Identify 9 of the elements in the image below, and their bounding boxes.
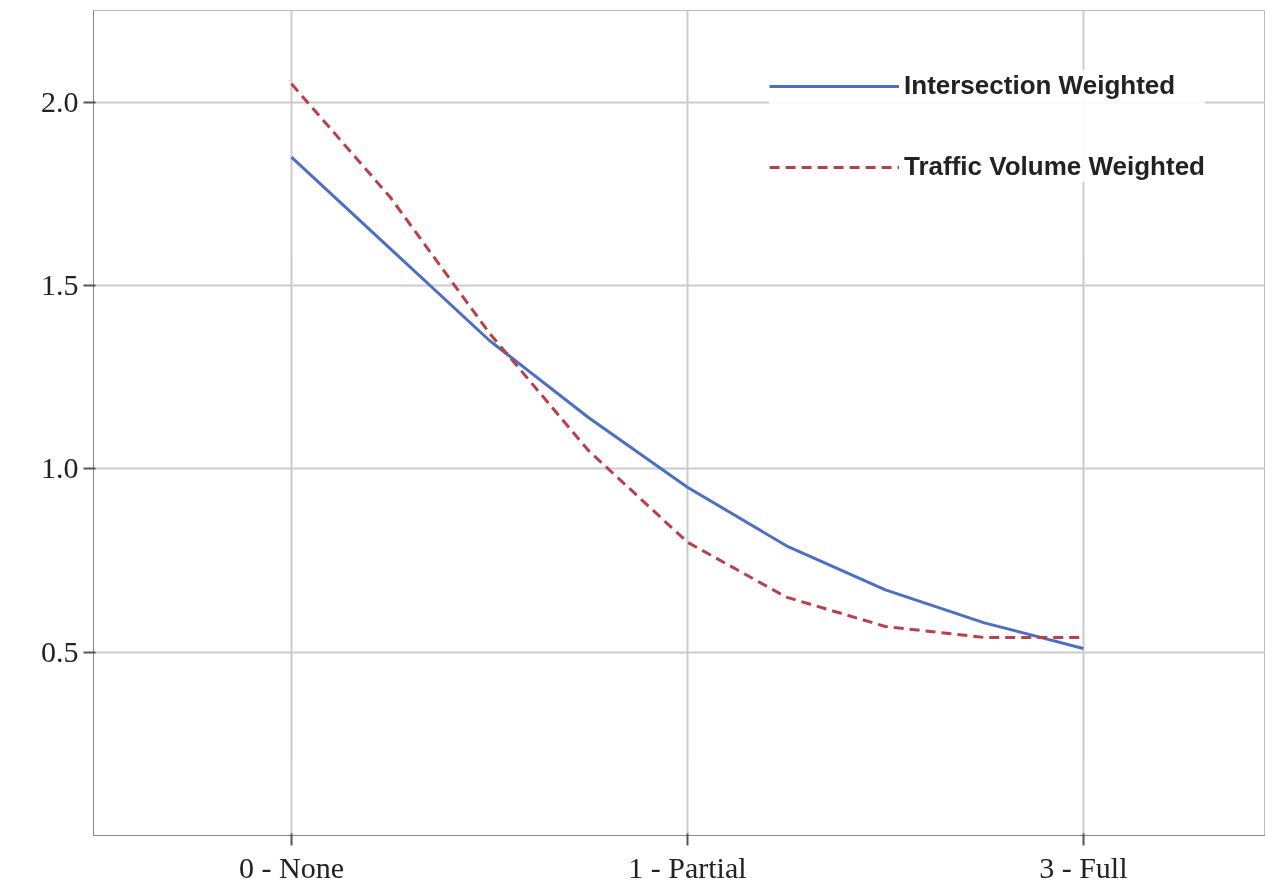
x-tick-label: 1 - Partial xyxy=(628,850,747,884)
y-tick-label: 2.0 xyxy=(41,84,79,118)
y-tick-label: 1.0 xyxy=(41,451,79,485)
legend-label: Traffic Volume Weighted xyxy=(904,151,1205,182)
x-tick-label: 0 - None xyxy=(238,850,344,884)
y-tick-label: 1.5 xyxy=(41,268,79,301)
y-tick-label: 0.5 xyxy=(41,634,79,668)
x-tick-label: 3 - Full xyxy=(1039,850,1128,884)
legend-label: Intersection Weighted xyxy=(904,70,1176,101)
